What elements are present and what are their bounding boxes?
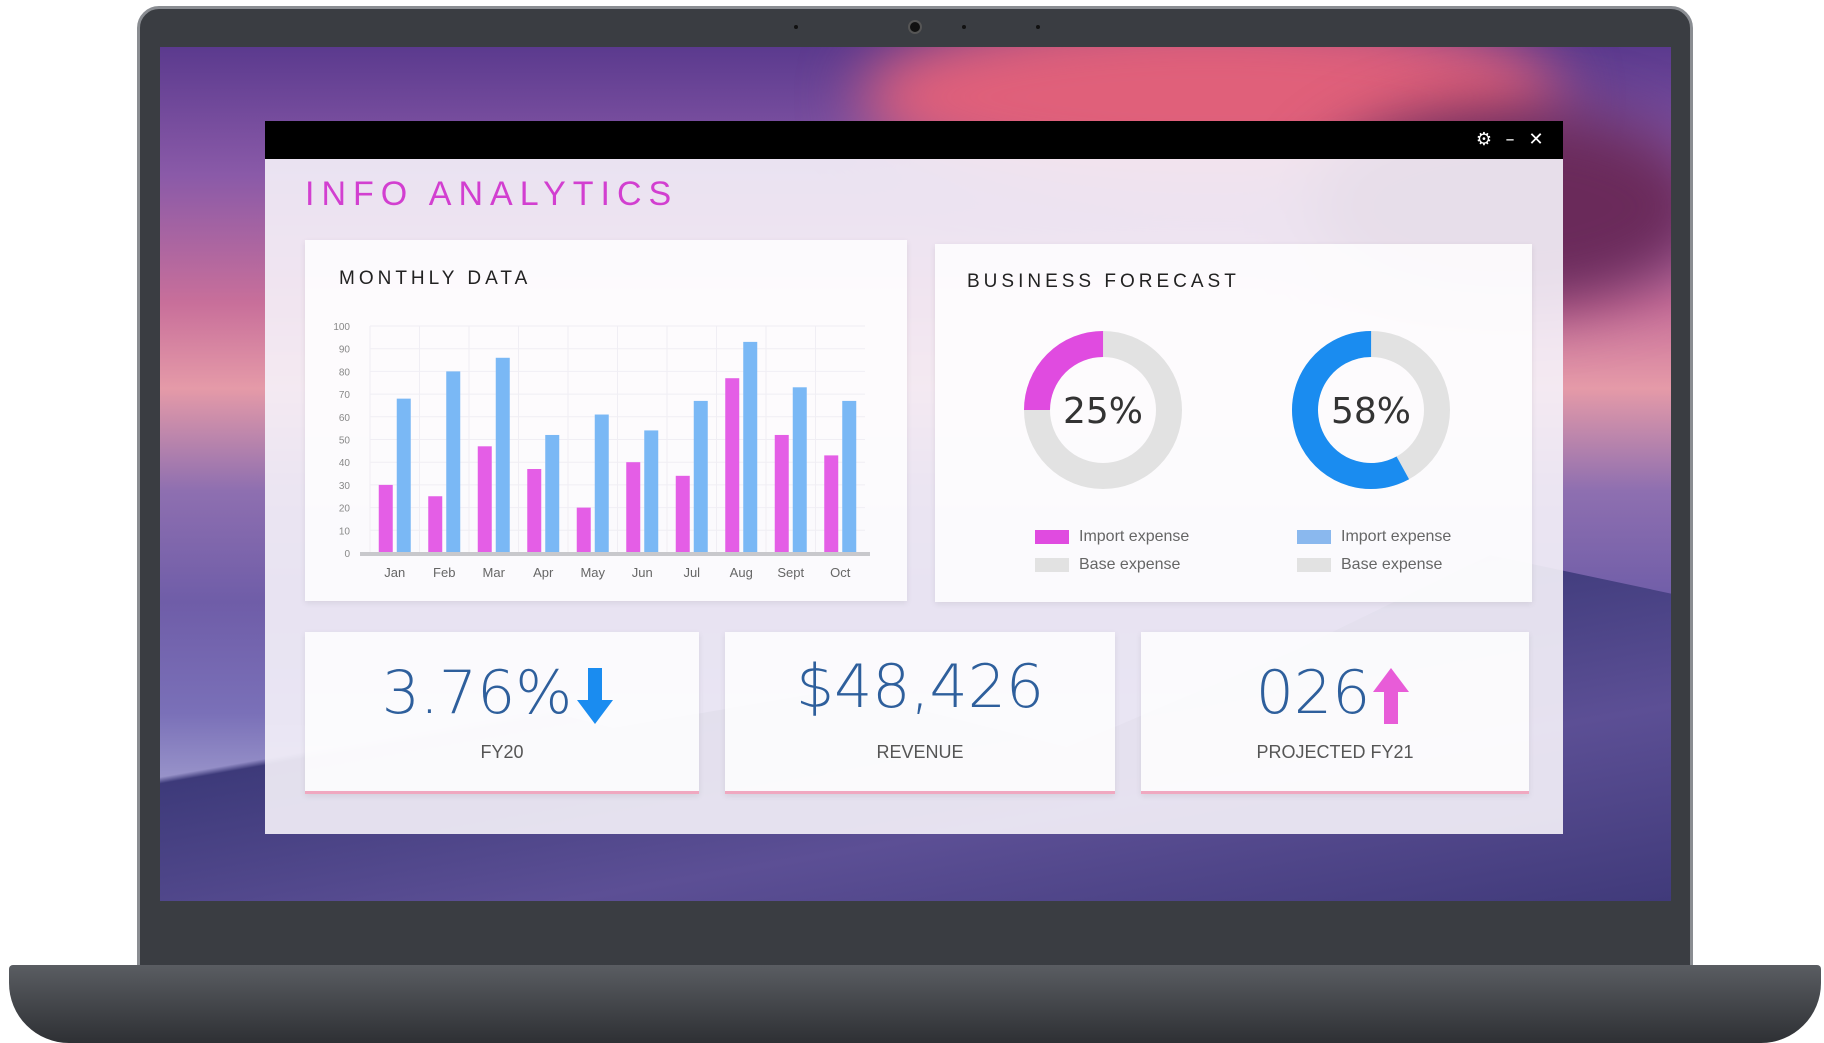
y-tick-label: 0	[344, 549, 350, 560]
donut-import-segment	[1024, 331, 1182, 489]
x-tick-label: Feb	[433, 565, 455, 580]
business-forecast-card: BUSINESS FORECAST 25% 58% Import expense …	[935, 244, 1532, 602]
y-tick-label: 100	[333, 322, 350, 333]
bar-pink-Feb	[428, 496, 443, 553]
bar-pink-Jan	[378, 484, 393, 553]
y-tick-label: 40	[339, 458, 351, 469]
laptop-base	[9, 965, 1821, 1043]
legend-label: Base expense	[1341, 556, 1443, 573]
bar-pink-Oct	[824, 455, 839, 553]
x-tick-label: Jul	[683, 565, 700, 580]
y-tick-label: 50	[339, 436, 351, 447]
bar-pink-Jul	[675, 475, 690, 553]
legend-swatch	[1035, 558, 1069, 572]
card-title: BUSINESS FORECAST	[967, 271, 1240, 292]
webcam	[908, 20, 922, 34]
donut-percent-label: 25%	[1063, 391, 1143, 432]
y-tick-label: 20	[339, 504, 351, 515]
minimize-icon[interactable]: –	[1505, 129, 1515, 150]
legend-item: Import expense	[1035, 528, 1189, 546]
sensor	[962, 25, 966, 29]
analytics-window: ⚙ – ✕ INFO ANALYTICS MONTHLY DATA 0 10 20 3…	[265, 121, 1563, 834]
bar-blue-Aug	[743, 341, 758, 553]
kpi-value: 3.76%	[381, 658, 573, 728]
legend-swatch	[1035, 530, 1069, 544]
bar-blue-Feb	[446, 371, 461, 553]
bar-blue-Sept	[792, 387, 807, 553]
x-tick-label: Apr	[533, 565, 554, 580]
y-tick-label: 90	[339, 345, 351, 356]
x-tick-label: May	[580, 565, 605, 580]
bar-pink-Sept	[774, 434, 789, 553]
legend-swatch	[1297, 530, 1331, 544]
x-tick-label: Mar	[483, 565, 506, 580]
y-tick-label: 70	[339, 390, 351, 401]
kpi-card-revenue: $48,426 REVENUE	[725, 632, 1115, 794]
bar-blue-Jul	[693, 400, 708, 553]
x-tick-label: Jun	[632, 565, 653, 580]
kpi-value: 026	[1255, 658, 1371, 728]
bar-chart: 0 10 20 30 40 50 60 70 80 90 100 Jan Feb Mar Apr May Jun…	[333, 322, 870, 580]
sensor	[1036, 25, 1040, 29]
settings-gear-icon[interactable]: ⚙	[1475, 129, 1493, 150]
kpi-label: REVENUE	[876, 742, 964, 762]
x-tick-label: Sept	[777, 565, 804, 580]
monthly-data-card: MONTHLY DATA 0 10 20 30 40 50 60 70 80 90 100 Jan Fe…	[305, 240, 907, 601]
donut-charts: 25% 58%	[1024, 331, 1451, 489]
legend-label: Base expense	[1079, 556, 1181, 573]
close-icon[interactable]: ✕	[1528, 129, 1544, 150]
app-title: INFO ANALYTICS	[305, 175, 679, 213]
bar-pink-Mar	[477, 446, 492, 553]
kpi-value: $48,426	[795, 652, 1045, 722]
bar-blue-Jun	[644, 430, 659, 553]
arrow-up-icon	[1373, 668, 1409, 724]
kpi-card-projected: 026 PROJECTED FY21	[1141, 632, 1529, 794]
legend-item: Base expense	[1297, 556, 1442, 574]
x-tick-label: Jan	[384, 565, 405, 580]
legend-swatch	[1297, 558, 1331, 572]
y-tick-label: 10	[339, 526, 351, 537]
kpi-card-fy20: 3.76% FY20	[305, 632, 699, 794]
title-bar: ⚙ – ✕	[265, 121, 1563, 159]
x-tick-label: Aug	[730, 565, 753, 580]
kpi-label: FY20	[480, 742, 524, 762]
y-tick-label: 30	[339, 481, 351, 492]
arrow-down-icon	[577, 668, 613, 724]
bar-blue-May	[594, 414, 609, 553]
bar-pink-May	[576, 507, 591, 553]
y-tick-label: 80	[339, 367, 351, 378]
legend-item: Base expense	[1035, 556, 1180, 574]
bar-blue-Apr	[545, 434, 560, 553]
bar-blue-Oct	[842, 400, 857, 553]
bar-blue-Jan	[396, 398, 411, 553]
legend-item: Import expense	[1297, 528, 1451, 546]
sensor	[794, 25, 798, 29]
bar-blue-Mar	[495, 357, 510, 553]
legend-label: Import expense	[1079, 528, 1190, 545]
kpi-label: PROJECTED FY21	[1256, 742, 1414, 762]
donut-percent-label: 58%	[1331, 391, 1411, 432]
bar-pink-Apr	[527, 469, 542, 553]
bar-pink-Aug	[725, 378, 740, 553]
bar-pink-Jun	[626, 462, 641, 553]
x-tick-label: Oct	[830, 565, 851, 580]
card-title: MONTHLY DATA	[339, 268, 532, 289]
legend-label: Import expense	[1341, 528, 1452, 545]
y-tick-label: 60	[339, 413, 351, 424]
